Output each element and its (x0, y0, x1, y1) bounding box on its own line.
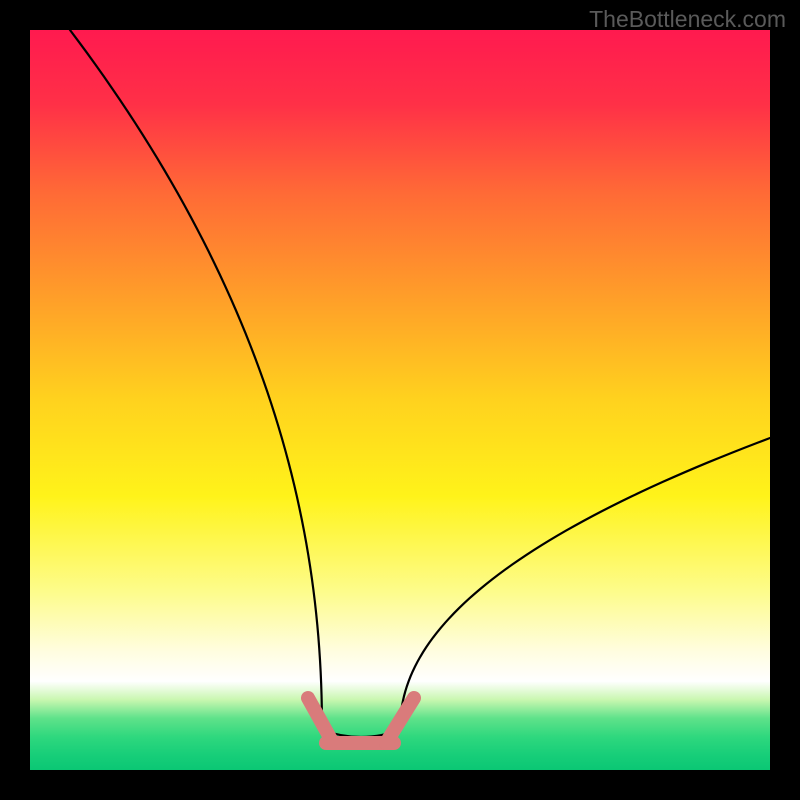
bottleneck-chart-svg (0, 0, 800, 800)
chart-frame: TheBottleneck.com (0, 0, 800, 800)
chart-background (30, 30, 770, 770)
watermark-text: TheBottleneck.com (589, 6, 786, 33)
